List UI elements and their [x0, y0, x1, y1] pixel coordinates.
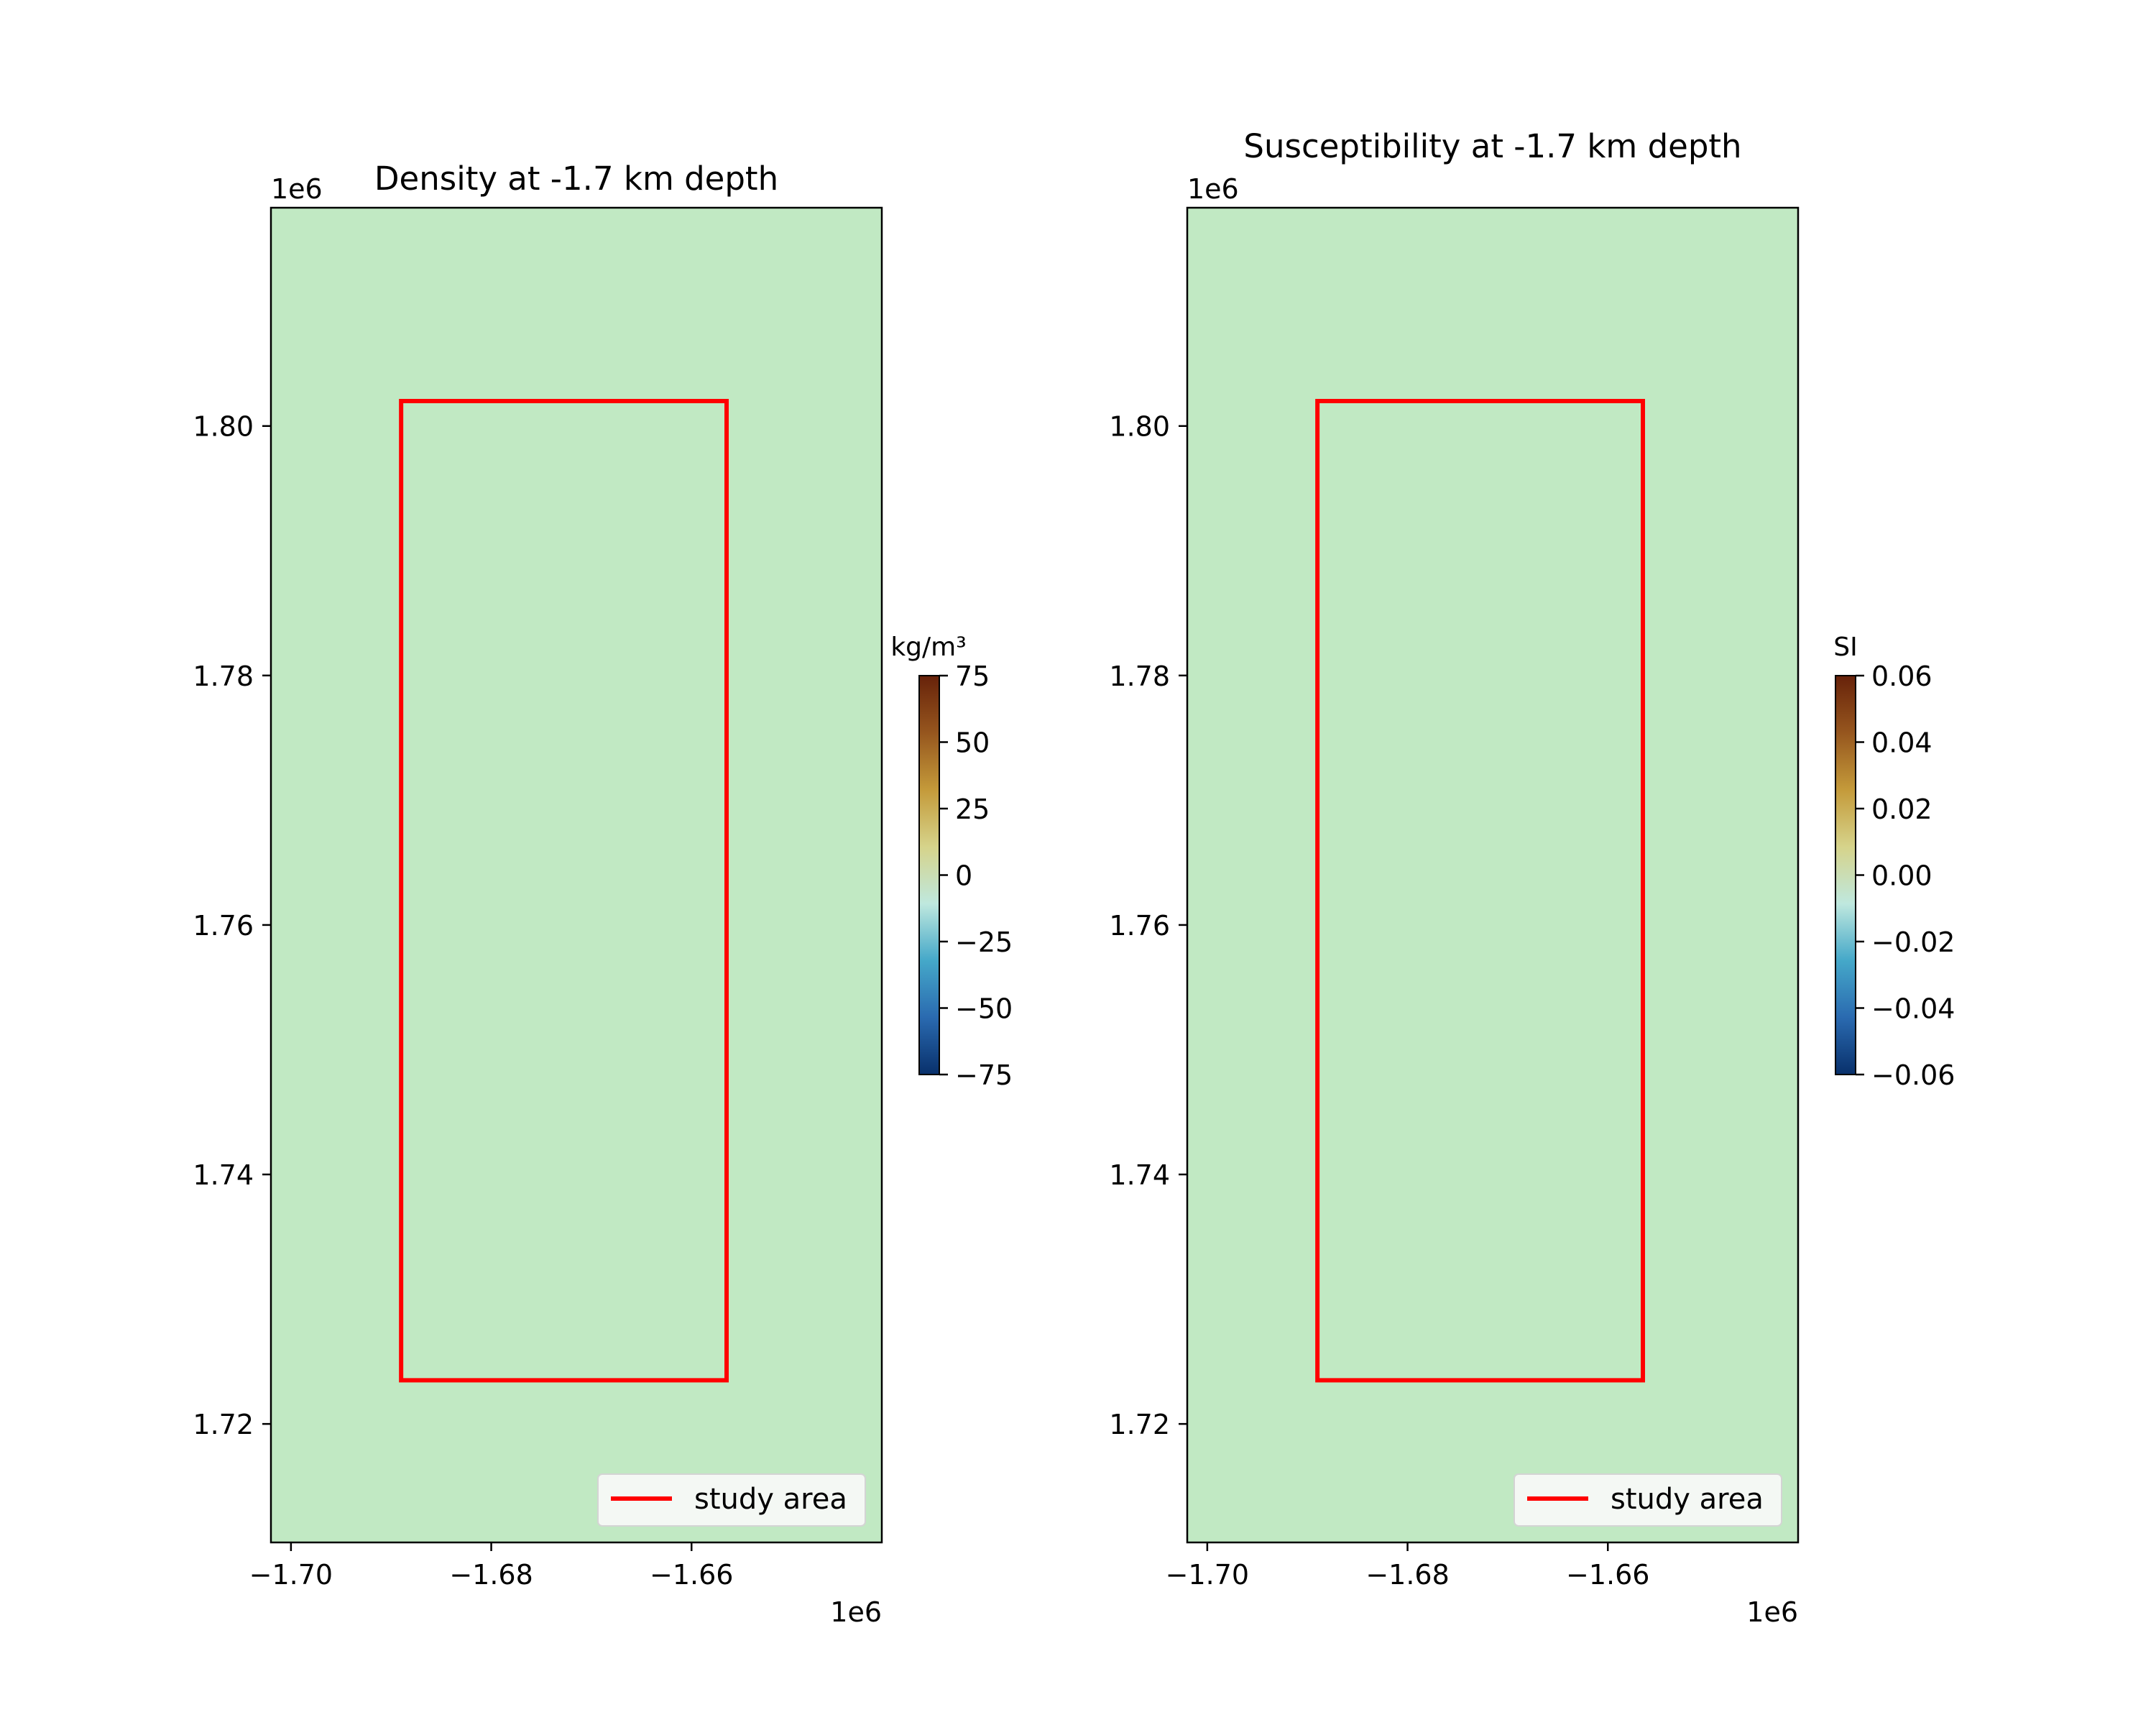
- density-y-tick-label: 1.74: [193, 1159, 254, 1191]
- susceptibility-colorbar-tick-label: −0.04: [1871, 993, 1955, 1025]
- density-x-axis: −1.70 −1.68 −1.66: [249, 1542, 733, 1591]
- density-study-area-outline: [399, 399, 729, 1383]
- susceptibility-colorbar-label: SI: [1833, 632, 1857, 662]
- density-map-field: [271, 208, 882, 1542]
- susceptibility-y-axis: 1.72 1.74 1.76 1.78 1.80: [1109, 411, 1187, 1440]
- density-colorbar-tick-label: −50: [955, 993, 1013, 1025]
- density-colorbar-ticks: 75 50 25 0 −25 −50 −75: [939, 661, 1013, 1091]
- density-legend: study area: [597, 1473, 866, 1527]
- density-y-tick-label: 1.76: [193, 910, 254, 942]
- susceptibility-y-tick-label: 1.76: [1109, 910, 1170, 942]
- susceptibility-colorbar-tick-label: 0.02: [1871, 794, 1932, 825]
- density-y-offset-label: 1e6: [271, 173, 323, 205]
- susceptibility-x-tick-label: −1.68: [1365, 1559, 1449, 1591]
- susceptibility-y-tick-label: 1.72: [1109, 1409, 1170, 1440]
- susceptibility-x-tick-label: −1.70: [1166, 1559, 1249, 1591]
- susceptibility-colorbar-tick-label: 0.06: [1871, 661, 1932, 692]
- susceptibility-title: Susceptibility at -1.7 km depth: [1243, 127, 1741, 165]
- density-colorbar-tick-label: 25: [955, 794, 990, 825]
- susceptibility-x-offset-label: 1e6: [1746, 1596, 1798, 1628]
- density-x-tick-label: −1.70: [249, 1559, 333, 1591]
- susceptibility-colorbar-tick-label: −0.02: [1871, 926, 1955, 958]
- density-legend-label: study area: [694, 1483, 847, 1516]
- density-x-tick-label: −1.66: [650, 1559, 733, 1591]
- susceptibility-study-area-outline: [1315, 399, 1646, 1383]
- density-colorbar-label: kg/m³: [890, 632, 966, 662]
- susceptibility-y-tick-label: 1.74: [1109, 1159, 1170, 1191]
- susceptibility-x-axis: −1.70 −1.68 −1.66: [1166, 1542, 1649, 1591]
- susceptibility-colorbar-ticks: 0.06 0.04 0.02 0.00 −0.02 −0.04 −0.06: [1856, 661, 1955, 1091]
- density-legend-box: [597, 1473, 866, 1527]
- susceptibility-x-tick-label: −1.66: [1566, 1559, 1649, 1591]
- density-title: Density at -1.7 km depth: [374, 160, 778, 198]
- susceptibility-map-frame: [1186, 206, 1800, 1544]
- density-colorbar-gradient: [918, 675, 940, 1075]
- density-y-axis: 1.72 1.74 1.76 1.78 1.80: [193, 411, 271, 1440]
- density-colorbar-tick-label: 0: [955, 860, 972, 892]
- density-colorbar-tick-label: 75: [955, 661, 990, 692]
- susceptibility-colorbar-tick-label: −0.06: [1871, 1059, 1955, 1091]
- susceptibility-colorbar: SI 0.06 0.04 0.02 0.00 −0.02 −0.04 −0.06: [1833, 632, 1955, 1091]
- susceptibility-legend: study area: [1514, 1473, 1782, 1527]
- density-x-offset-label: 1e6: [830, 1596, 882, 1628]
- susceptibility-y-tick-label: 1.78: [1109, 661, 1170, 692]
- susceptibility-colorbar-tick-label: 0.04: [1871, 727, 1932, 759]
- density-y-tick-label: 1.78: [193, 661, 254, 692]
- density-colorbar-tick-label: −75: [955, 1059, 1013, 1091]
- density-y-tick-label: 1.72: [193, 1409, 254, 1440]
- susceptibility-legend-label: study area: [1611, 1483, 1764, 1516]
- density-x-tick-label: −1.68: [449, 1559, 533, 1591]
- susceptibility-y-offset-label: 1e6: [1187, 173, 1239, 205]
- susceptibility-colorbar-gradient: [1835, 675, 1856, 1075]
- susceptibility-legend-box: [1514, 1473, 1782, 1527]
- density-map-frame: [270, 206, 883, 1544]
- susceptibility-y-tick-label: 1.80: [1109, 411, 1170, 443]
- density-y-tick-label: 1.80: [193, 411, 254, 443]
- density-colorbar-tick-label: 50: [955, 727, 990, 759]
- density-colorbar-tick-label: −25: [955, 926, 1013, 958]
- density-colorbar: kg/m³ 75 50 25 0 −25 −50 −75: [890, 632, 1013, 1091]
- susceptibility-map-field: [1187, 208, 1798, 1542]
- susceptibility-panel: Susceptibility at -1.7 km depth 1e6 1e6 …: [1109, 127, 1955, 1628]
- density-panel: Density at -1.7 km depth 1e6 1e6 1.721.7…: [193, 160, 1013, 1628]
- susceptibility-colorbar-tick-label: 0.00: [1871, 860, 1932, 892]
